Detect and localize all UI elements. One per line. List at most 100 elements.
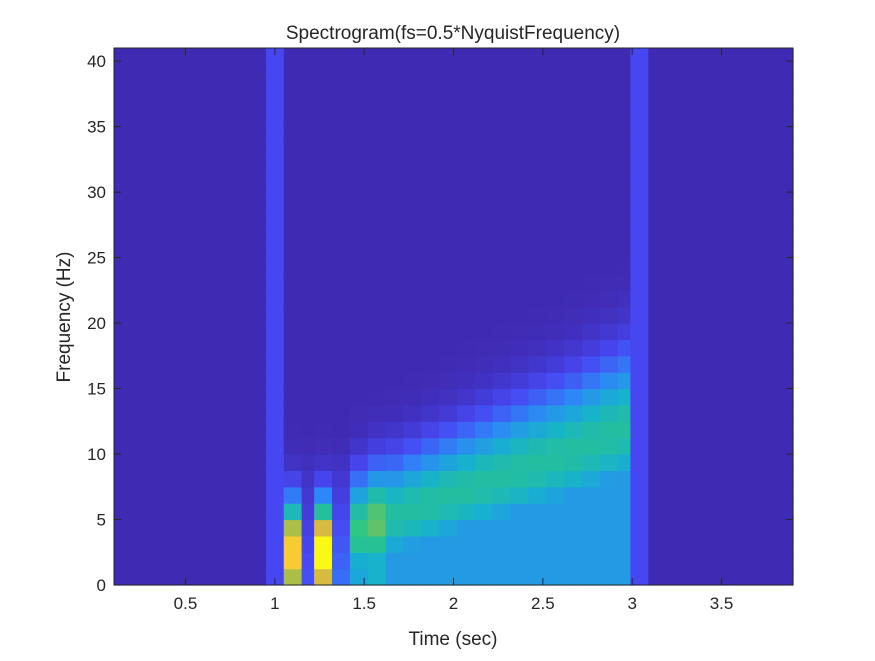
heatmap-cell	[114, 61, 267, 79]
heatmap-cell	[114, 273, 267, 291]
heatmap-cell	[564, 388, 583, 406]
heatmap-cell	[283, 372, 303, 390]
heatmap-cell	[474, 323, 494, 341]
heatmap-cell	[265, 241, 285, 259]
heatmap-cell	[546, 208, 565, 226]
heatmap-cell	[331, 126, 351, 144]
heatmap-cell	[648, 61, 794, 79]
x-tick-labels: 0.5 1 1.5 2 2.5 3 3.5	[174, 594, 734, 613]
heatmap-cell	[314, 535, 333, 553]
heatmap-cell	[528, 257, 548, 275]
heatmap-cell	[617, 486, 631, 504]
heatmap-cell	[403, 290, 422, 308]
heatmap-cell	[564, 306, 583, 324]
heatmap-cell	[114, 77, 267, 95]
heatmap-cell	[630, 175, 649, 193]
heatmap-cell	[367, 535, 387, 553]
heatmap-cell	[421, 568, 440, 586]
heatmap-cell	[283, 224, 303, 242]
heatmap-cell	[564, 503, 583, 521]
heatmap-cell	[421, 306, 440, 324]
heatmap-cell	[314, 552, 333, 570]
heatmap-cell	[439, 241, 458, 259]
heatmap-cell	[582, 552, 601, 570]
heatmap-cell	[367, 454, 387, 471]
heatmap-cell	[600, 175, 619, 193]
heatmap-cell	[367, 552, 387, 570]
heatmap-cell	[492, 192, 512, 210]
heatmap-cell	[546, 519, 565, 537]
axis-ticks	[114, 48, 793, 586]
heatmap-cell	[403, 93, 422, 111]
heatmap-cell	[265, 142, 285, 160]
heatmap-cell	[564, 273, 583, 291]
heatmap-cell	[283, 290, 303, 308]
heatmap-cell	[385, 192, 405, 210]
heatmap-cell	[265, 126, 285, 144]
heatmap-cell	[457, 110, 476, 128]
heatmap-cell	[564, 159, 583, 177]
heatmap-cell	[457, 175, 476, 193]
heatmap-cell	[630, 110, 649, 128]
heatmap-cell	[510, 355, 530, 373]
heatmap-cell	[349, 48, 369, 62]
heatmap-cell	[349, 241, 369, 259]
heatmap-cell	[265, 93, 285, 111]
heatmap-cell	[439, 175, 458, 193]
heatmap-cell	[301, 535, 315, 553]
heatmap-cell	[510, 306, 530, 324]
heatmap-cell	[385, 208, 405, 226]
heatmap-cell	[600, 110, 619, 128]
heatmap-cell	[385, 77, 405, 95]
heatmap-cell	[421, 355, 440, 373]
heatmap-cell	[630, 552, 649, 570]
heatmap-cell	[403, 241, 422, 259]
heatmap-cell	[385, 224, 405, 242]
heatmap-cell	[439, 552, 458, 570]
heatmap-cell	[385, 93, 405, 111]
heatmap-cell	[314, 437, 333, 455]
heatmap-cell	[457, 273, 476, 291]
heatmap-cell	[630, 306, 649, 324]
y-tick-label: 0	[97, 576, 106, 595]
heatmap-cell	[301, 175, 315, 193]
heatmap-cell	[331, 142, 351, 160]
heatmap-cell	[582, 142, 601, 160]
heatmap-cell	[600, 437, 619, 455]
heatmap-cell	[492, 437, 512, 455]
heatmap-cell	[314, 339, 333, 357]
heatmap-cell	[314, 273, 333, 291]
heatmap-cell	[331, 159, 351, 177]
heatmap-cell	[648, 388, 794, 406]
heatmap-cell	[564, 48, 583, 62]
heatmap-cell	[114, 159, 267, 177]
heatmap-cell	[528, 224, 548, 242]
heatmap-cell	[301, 142, 315, 160]
heatmap-cell	[582, 175, 601, 193]
heatmap-cell	[492, 568, 512, 586]
heatmap-cell	[403, 323, 422, 341]
heatmap-cell	[617, 93, 631, 111]
heatmap-cell	[564, 568, 583, 586]
heatmap-cell	[331, 454, 351, 471]
y-tick-label: 10	[87, 445, 106, 464]
heatmap-cell	[314, 192, 333, 210]
heatmap-cell	[457, 306, 476, 324]
heatmap-cell	[314, 93, 333, 111]
heatmap-cell	[331, 257, 351, 275]
heatmap-cell	[546, 372, 565, 390]
heatmap-cell	[648, 192, 794, 210]
heatmap-cell	[528, 208, 548, 226]
heatmap-cell	[617, 372, 631, 390]
heatmap-cell	[474, 535, 494, 553]
heatmap-cell	[403, 519, 422, 537]
heatmap-cell	[648, 339, 794, 357]
heatmap-cell	[648, 257, 794, 275]
heatmap-cell	[617, 273, 631, 291]
heatmap-cell	[617, 323, 631, 341]
heatmap-cell	[114, 388, 267, 406]
heatmap-cell	[385, 159, 405, 177]
heatmap-cell	[528, 421, 548, 439]
heatmap-cell	[439, 93, 458, 111]
